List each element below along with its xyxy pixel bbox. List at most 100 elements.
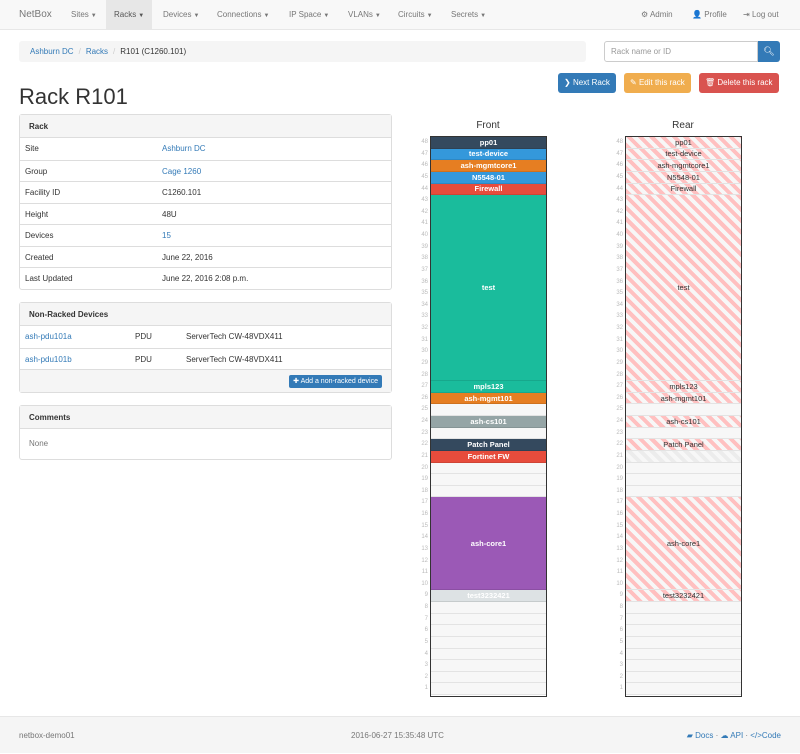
rack-device-rear[interactable] — [626, 450, 741, 463]
rack-device-front[interactable]: test3232421 — [431, 590, 546, 602]
brand-logo[interactable]: NetBox — [19, 9, 52, 20]
rack-unit-number: 10 — [421, 580, 428, 587]
attribute-label: Group — [25, 166, 48, 176]
rack-unit-number: 8 — [619, 604, 623, 610]
empty-rack-unit[interactable] — [626, 636, 741, 649]
rack-unit-number: 35 — [421, 290, 428, 297]
device-role: PDU — [135, 332, 152, 341]
rack-attribute-row: Height 48U — [20, 202, 391, 225]
nav-logout[interactable]: ⇥ Log out — [735, 0, 787, 29]
rack-device-front[interactable]: ash-core1 — [431, 497, 546, 591]
rack-device-front[interactable]: Patch Panel — [431, 439, 546, 451]
attribute-value[interactable]: Cage 1260 — [162, 166, 202, 176]
empty-rack-unit[interactable] — [626, 683, 741, 695]
rack-device-front[interactable]: ash-mgmtcore1 — [431, 160, 546, 172]
empty-rack-unit[interactable] — [626, 660, 741, 672]
empty-rack-unit[interactable] — [626, 648, 741, 661]
rack-device-front[interactable]: pp01 — [431, 137, 546, 149]
attribute-value[interactable]: 15 — [162, 231, 171, 240]
empty-rack-unit[interactable] — [431, 648, 546, 661]
rack-unit-number: 37 — [421, 266, 428, 273]
empty-rack-unit[interactable] — [431, 485, 546, 498]
rack-device-rear[interactable]: test-device — [626, 148, 741, 161]
empty-rack-unit[interactable] — [626, 613, 741, 626]
nav-ip-space[interactable]: IP Space ▼ — [281, 0, 337, 29]
empty-rack-unit[interactable] — [626, 602, 741, 614]
nav-admin[interactable]: ⚙ Admin — [633, 0, 681, 29]
add-nonracked-device-button[interactable]: ✚ Add a non-racked device — [289, 375, 382, 388]
device-link[interactable]: ash-pdu101b — [25, 354, 72, 364]
next-rack-button[interactable]: ❯ Next Rack — [558, 73, 616, 93]
rear-label: Rear — [672, 120, 694, 131]
rack-device-front[interactable]: test — [431, 195, 546, 382]
rack-device-rear[interactable]: ash-mgmtcore1 — [626, 160, 741, 172]
nav-racks[interactable]: Racks ▼ — [106, 0, 153, 29]
search-button[interactable]: 🔍︎ — [758, 41, 780, 62]
rack-device-rear[interactable]: Firewall — [626, 183, 741, 196]
nav-secrets[interactable]: Secrets ▼ — [443, 0, 494, 29]
empty-rack-unit[interactable] — [431, 613, 546, 626]
empty-rack-unit[interactable] — [431, 683, 546, 695]
empty-rack-unit[interactable] — [431, 636, 546, 649]
rack-device-rear[interactable]: mpls123 — [626, 381, 741, 393]
rack-device-rear[interactable]: ash-core1 — [626, 497, 741, 591]
rack-device-front[interactable]: N5548-01 — [431, 171, 546, 184]
empty-rack-unit[interactable] — [431, 427, 546, 440]
rack-device-rear[interactable]: test3232421 — [626, 590, 741, 602]
rack-device-rear[interactable]: ash-mgmt101 — [626, 392, 741, 405]
attribute-value[interactable]: Ashburn DC — [162, 144, 206, 153]
rack-device-front[interactable]: ash-cs101 — [431, 416, 546, 428]
empty-rack-unit[interactable] — [431, 625, 546, 637]
device-link[interactable]: ash-pdu101a — [25, 332, 72, 341]
empty-rack-unit[interactable] — [431, 404, 546, 416]
rack-device-front[interactable]: Fortinet FW — [431, 450, 546, 463]
breadcrumb-racks[interactable]: Racks — [85, 47, 109, 56]
caret-down-icon: ▼ — [374, 13, 381, 19]
rack-unit-number: 19 — [421, 476, 428, 483]
code-link[interactable]: </>Code — [750, 731, 781, 740]
rack-device-rear[interactable]: N5548-01 — [626, 171, 741, 184]
nav-profile[interactable]: 👤 Profile — [684, 0, 735, 29]
rack-unit-number: 46 — [616, 162, 623, 169]
nav-vlans[interactable]: VLANs ▼ — [340, 0, 389, 29]
edit-rack-button[interactable]: ✎ Edit this rack — [624, 73, 691, 93]
empty-rack-unit[interactable] — [431, 671, 546, 684]
empty-rack-unit[interactable] — [626, 485, 741, 498]
rack-device-front[interactable]: ash-mgmt101 — [431, 392, 546, 405]
breadcrumb-separator: / — [113, 47, 116, 56]
rack-unit-number: 11 — [421, 569, 428, 576]
empty-rack-unit[interactable] — [626, 474, 741, 486]
empty-rack-unit[interactable] — [431, 602, 546, 614]
rack-unit-number: 15 — [421, 522, 428, 529]
link-label: API — [730, 731, 744, 740]
rack-unit-number: 32 — [616, 325, 623, 331]
rack-unit-number: 22 — [421, 441, 428, 448]
api-link[interactable]: ☁ API — [721, 731, 744, 740]
nav-sites[interactable]: Sites ▼ — [63, 0, 105, 29]
empty-rack-unit[interactable] — [626, 625, 741, 637]
nav-circuits[interactable]: Circuits ▼ — [390, 0, 441, 29]
breadcrumb-current: R101 (C1260.101) — [120, 47, 187, 56]
attribute-label: Facility ID — [25, 188, 61, 197]
rack-device-rear[interactable]: test — [626, 195, 741, 382]
nav-devices[interactable]: Devices ▼ — [155, 0, 207, 29]
empty-rack-unit[interactable] — [431, 660, 546, 672]
empty-rack-unit[interactable] — [626, 671, 741, 684]
rack-device-front[interactable]: test-device — [431, 148, 546, 161]
empty-rack-unit[interactable] — [626, 427, 741, 440]
rack-device-front[interactable]: mpls123 — [431, 381, 546, 393]
button-label: Delete this rack — [717, 78, 773, 87]
rack-device-rear[interactable]: Patch Panel — [626, 439, 741, 451]
nav-connections[interactable]: Connections ▼ — [209, 0, 277, 29]
breadcrumb-site[interactable]: Ashburn DC — [30, 47, 74, 56]
rack-device-rear[interactable]: ash-cs101 — [626, 416, 741, 428]
rack-device-front[interactable]: Firewall — [431, 183, 546, 196]
delete-rack-button[interactable]: 🗑︎ Delete this rack — [699, 73, 779, 93]
rack-device-rear[interactable]: pp01 — [626, 137, 741, 149]
empty-rack-unit[interactable] — [431, 474, 546, 486]
docs-link[interactable]: ▰ Docs — [687, 731, 714, 740]
empty-rack-unit[interactable] — [626, 462, 741, 475]
rack-search-input[interactable] — [604, 41, 758, 62]
empty-rack-unit[interactable] — [431, 462, 546, 475]
empty-rack-unit[interactable] — [626, 404, 741, 416]
